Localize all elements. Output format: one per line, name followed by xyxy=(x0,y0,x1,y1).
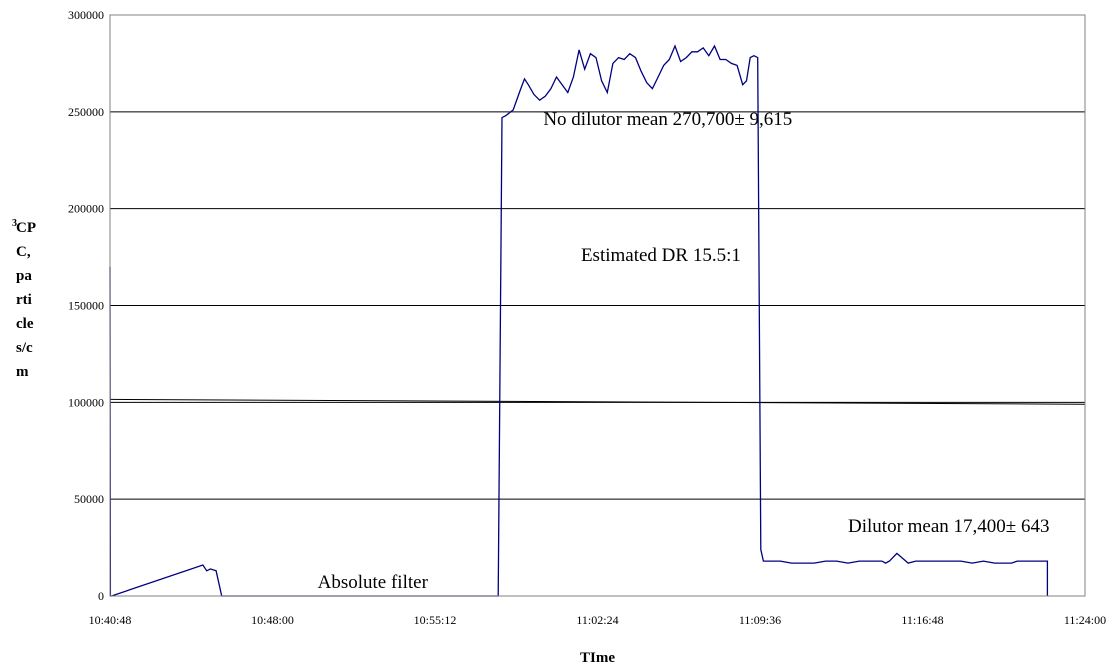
y-tick-label: 100000 xyxy=(68,395,104,409)
x-axis-title: TIme xyxy=(580,650,615,666)
x-tick-label: 11:24:00 xyxy=(1064,613,1106,627)
y-axis-title-line: s/c xyxy=(16,340,33,356)
series-layer xyxy=(109,44,1049,597)
horizontal-gridlines xyxy=(110,111,1085,500)
x-tick-label: 11:02:24 xyxy=(576,613,618,627)
x-tick-label: 11:09:36 xyxy=(739,613,781,627)
y-axis-title-superscript: 3 xyxy=(12,218,17,229)
annotation-label: Dilutor mean 17,400± 643 xyxy=(848,516,1049,537)
y-tick-label: 200000 xyxy=(68,202,104,216)
series-line xyxy=(109,44,1049,597)
x-axis-tick-labels: 10:40:48 10:48:00 10:55:12 11:02:24 11:09:36… xyxy=(89,613,1106,627)
y-axis-title-line: m xyxy=(16,364,29,380)
annotation-label: No dilutor mean 270,700± 9,615 xyxy=(543,109,792,130)
y-axis-title-line: C, xyxy=(16,244,31,260)
plot-area-frame xyxy=(109,14,1086,597)
trendline-layer xyxy=(109,398,1086,405)
x-tick-label: 10:48:00 xyxy=(251,613,294,627)
y-axis-title-line: cle xyxy=(16,316,34,332)
annotation-label: Absolute filter xyxy=(318,572,429,593)
y-axis-title: 3 CP C, pa rti cle s/c m xyxy=(12,218,36,380)
y-tick-label: 250000 xyxy=(68,105,104,119)
y-tick-label: 300000 xyxy=(68,8,104,22)
trendline xyxy=(109,398,1086,405)
annotation-label: Estimated DR 15.5:1 xyxy=(581,245,741,266)
y-tick-label: 150000 xyxy=(68,299,104,313)
x-tick-label: 11:16:48 xyxy=(901,613,943,627)
y-axis-title-line: CP xyxy=(16,220,36,236)
annotations-layer: No dilutor mean 270,700± 9,615 Estimated … xyxy=(318,109,1050,593)
y-axis-title-line: pa xyxy=(16,268,32,284)
y-axis-tick-labels: 0 50000 100000 150000 200000 250000 300000 xyxy=(68,8,104,603)
x-tick-label: 10:40:48 xyxy=(89,613,132,627)
x-tick-label: 10:55:12 xyxy=(414,613,457,627)
y-tick-label: 0 xyxy=(98,589,104,603)
y-tick-label: 50000 xyxy=(74,492,104,506)
y-axis-title-line: rti xyxy=(16,292,32,308)
